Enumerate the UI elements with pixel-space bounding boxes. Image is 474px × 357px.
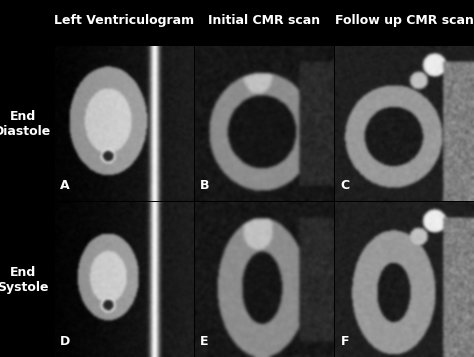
Text: C: C: [341, 179, 350, 192]
Text: End
Diastole: End Diastole: [0, 110, 52, 138]
Text: Left Ventriculogram: Left Ventriculogram: [54, 14, 194, 27]
Text: D: D: [60, 335, 70, 348]
Text: B: B: [201, 179, 210, 192]
Text: Follow up CMR scan: Follow up CMR scan: [335, 14, 474, 27]
Text: E: E: [201, 335, 209, 348]
Text: Initial CMR scan: Initial CMR scan: [208, 14, 320, 27]
Text: A: A: [60, 179, 70, 192]
Text: End
Systole: End Systole: [0, 266, 49, 293]
Text: F: F: [341, 335, 349, 348]
